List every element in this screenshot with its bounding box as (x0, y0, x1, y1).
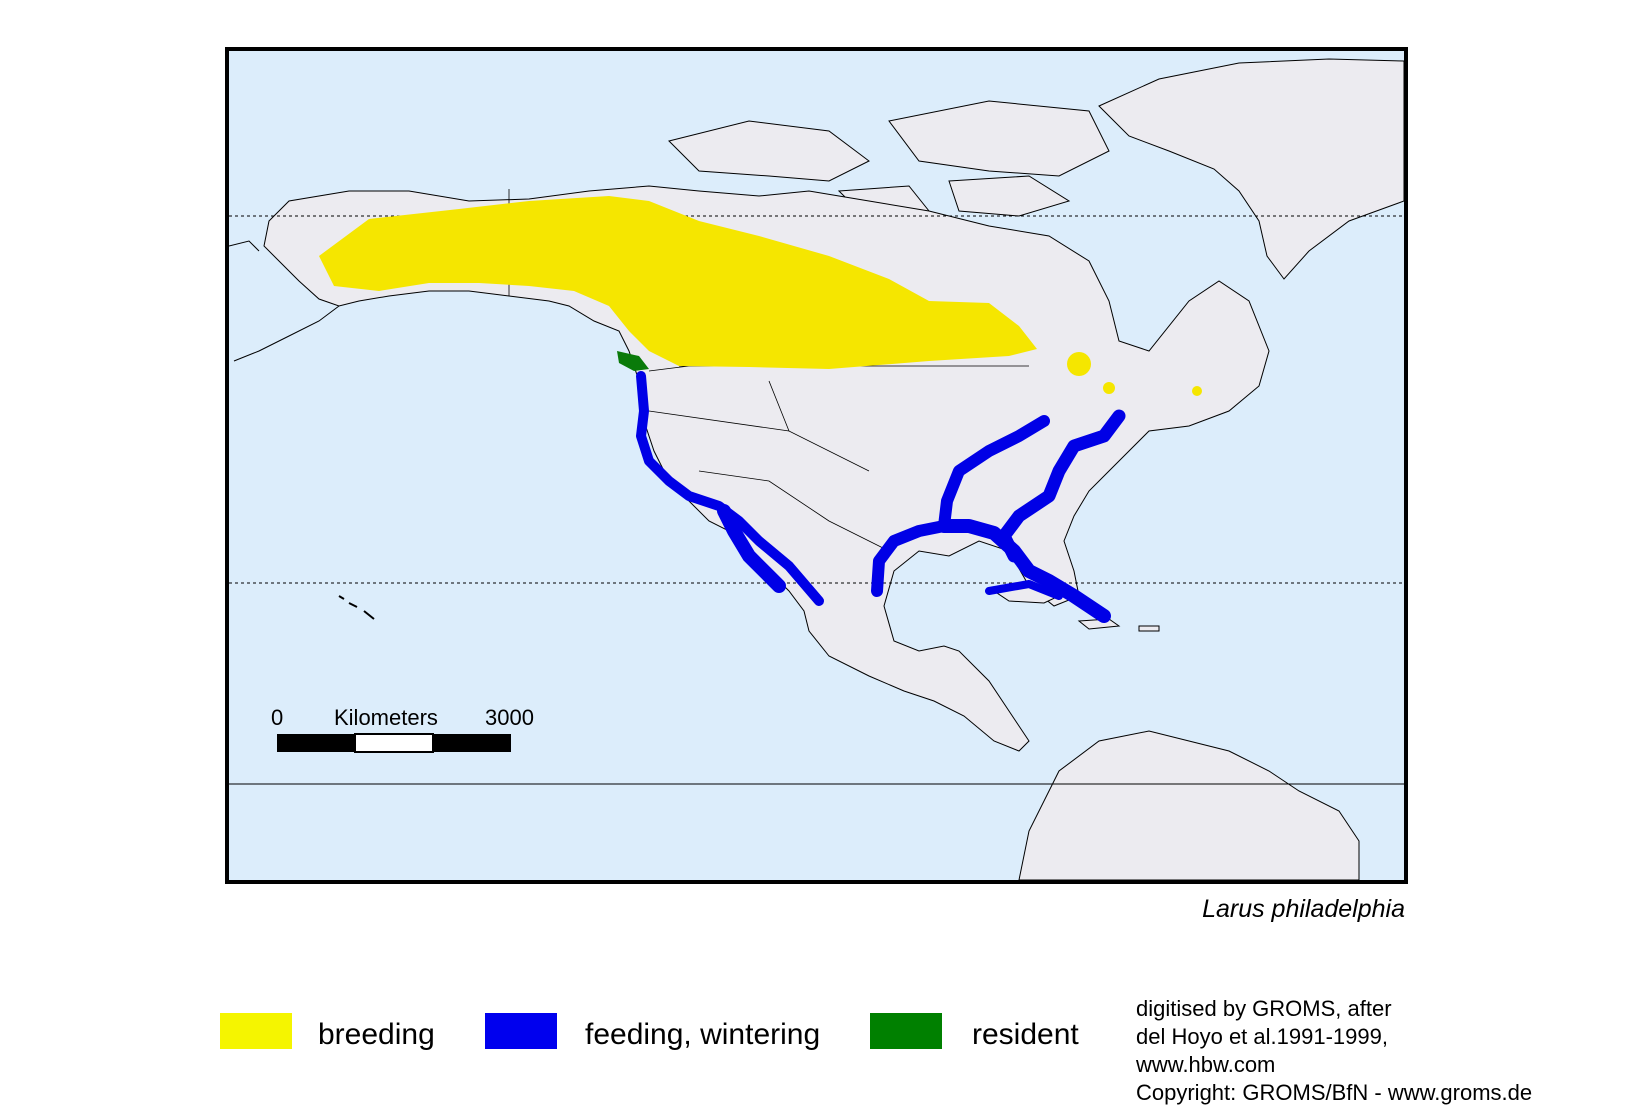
scale-start-label: 0 (271, 705, 284, 730)
legend-label-feeding-wintering: feeding, wintering (585, 1018, 821, 1051)
feeding-wintering-range (636, 371, 1126, 623)
range-map: 0 Kilometers 3000 (225, 47, 1408, 884)
credit-line: www.hbw.com (1136, 1052, 1276, 1077)
wintering-atlantic-coast (997, 409, 1126, 563)
resident-range (617, 351, 649, 371)
wintering-pacific-coast (636, 371, 824, 606)
greenland-landmass (1098, 58, 1404, 280)
scale-bar (277, 733, 511, 753)
breeding-patch-east (1067, 352, 1091, 376)
wintering-mississippi-gulf (871, 415, 1050, 597)
aleutian-islands (229, 240, 340, 362)
breeding-patch-east-tiny (1192, 386, 1202, 396)
breeding-patch-east-small (1103, 382, 1115, 394)
wintering-caribbean (985, 580, 1063, 600)
wintering-gulf-florida (937, 519, 1111, 623)
legend-swatch-resident (870, 1013, 942, 1049)
legend-label-breeding: breeding (318, 1018, 435, 1051)
species-name: Larus philadelphia (1202, 895, 1405, 923)
scale-end-label: 3000 (485, 705, 534, 730)
wintering-gulf-of-california (717, 504, 786, 593)
hawaii-islands (338, 595, 375, 620)
credit-line: digitised by GROMS, after (1136, 996, 1392, 1021)
legend-swatch-feeding-wintering (485, 1013, 557, 1049)
legend-swatch-breeding (220, 1013, 292, 1049)
credit-line: del Hoyo et al.1991-1999, (1136, 1024, 1388, 1049)
legend-label-resident: resident (972, 1018, 1079, 1051)
arctic-islands (668, 100, 1110, 222)
south-america-landmass (1018, 730, 1360, 880)
credits: digitised by GROMS, after del Hoyo et al… (1136, 995, 1532, 1107)
scale-bar-segment-2 (354, 733, 434, 753)
credit-line: Copyright: GROMS/BfN - www.groms.de (1136, 1080, 1533, 1105)
breeding-range (319, 196, 1037, 369)
map-canvas (229, 58, 1404, 880)
scale-bar-segment-1 (277, 734, 355, 752)
scale-bar-segment-3 (433, 734, 511, 752)
scale-unit-label: Kilometers (334, 705, 438, 730)
